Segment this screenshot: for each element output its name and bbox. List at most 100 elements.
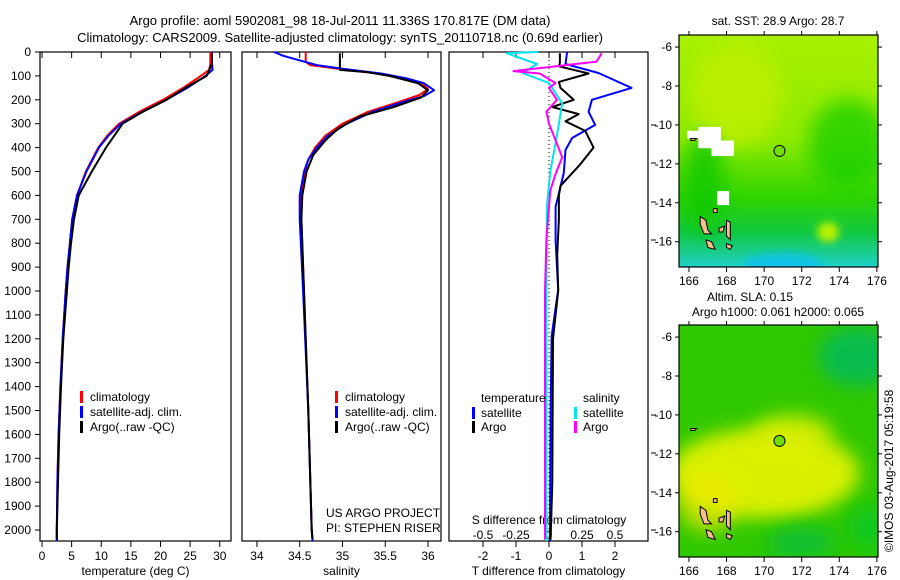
lon-tick-label: 168 (717, 274, 737, 288)
legend-label: Argo (583, 420, 609, 434)
y-tick-label: 900 (11, 260, 31, 274)
lat-tick-label: -14 (655, 196, 673, 210)
s-tick-label: -0.25 (502, 528, 530, 542)
cold-patch (742, 253, 823, 267)
y-tick-label: 200 (11, 93, 31, 107)
series-line-argo-raw-qc- (55, 53, 213, 540)
island (726, 219, 731, 242)
legend-label: satellite-adj. clim. (345, 405, 437, 419)
lat-tick-label: -12 (655, 157, 673, 171)
argo-float-marker (773, 144, 786, 157)
maps: 166 168 170 172 174 176 -6 -8 -10 -12 -14 -16 sat. S… (655, 14, 888, 578)
x-tick-label: 0 (546, 549, 553, 563)
series-line-satellite-adj-clim- (273, 51, 435, 542)
legend-label: climatology (345, 390, 405, 404)
y-tick-label: 1500 (4, 404, 31, 418)
lon-tick-label: 166 (679, 274, 699, 288)
low-sla-patch (766, 527, 837, 557)
lat-tick-label: -10 (655, 408, 673, 422)
x-tick-label: 34 (250, 549, 264, 563)
lon-tick-label: 176 (867, 564, 887, 578)
legend-swatch (574, 421, 577, 433)
lon-tick-label: 174 (829, 564, 849, 578)
x-tick-label: 36 (421, 549, 435, 563)
x-tick-label: 5 (68, 549, 75, 563)
x-tick-label: 10 (95, 549, 109, 563)
map-frame (678, 324, 879, 558)
legend-label: Argo(..raw -QC) (90, 420, 175, 434)
panel-temperature: 0 5 10 15 20 25 30 temperature (deg C) 0 100 200 30… (4, 45, 232, 578)
island (718, 225, 726, 233)
x-tick-label: 15 (124, 549, 138, 563)
series-line-salinity-argo (512, 52, 603, 540)
legend-swatch (80, 391, 83, 403)
x-tick-label: 30 (213, 549, 227, 563)
sla-map-title: Altim. SLA: 0.15 (707, 290, 793, 304)
warm-spot (817, 221, 840, 242)
y-tick-label: 300 (11, 117, 31, 131)
legend-label: climatology (90, 390, 150, 404)
project-annotation: US ARGO PROJECT (326, 506, 441, 520)
legend-swatch (335, 421, 338, 433)
island (690, 138, 698, 141)
legend-swatch (472, 421, 475, 433)
y-tick-label: 800 (11, 236, 31, 250)
x-tick-label: -2 (478, 549, 489, 563)
sst-map: 166 168 170 172 174 176 -6 -8 -10 -12 -14 -16 sat. S… (655, 14, 888, 288)
s-axis-label: S difference from climatology (472, 513, 627, 527)
lat-tick-label: -16 (655, 525, 673, 539)
island (718, 515, 726, 523)
legend-label: Argo(..raw -QC) (345, 420, 430, 434)
island (699, 505, 713, 525)
imos-credit: ©IMOS 03-Aug-2017 05:19:58 (882, 389, 896, 552)
lon-tick-label: 170 (754, 564, 774, 578)
lat-tick-label: -6 (661, 40, 672, 54)
series-line-temperature-satellite (549, 51, 633, 541)
island (699, 215, 713, 235)
panel-frame (241, 51, 442, 542)
s-tick-label: 0.5 (607, 528, 624, 542)
project-annotation: PI: STEPHEN RISER (326, 521, 441, 535)
lat-tick-label: -12 (655, 447, 673, 461)
legend-heading-salinity: salinity (583, 391, 620, 405)
lon-tick-label: 172 (792, 274, 812, 288)
x-tick-label: 25 (183, 549, 197, 563)
lon-tick-label: 166 (679, 564, 699, 578)
legend-label: satellite (583, 406, 624, 420)
island (690, 428, 698, 431)
legend-swatch (335, 406, 338, 418)
y-tick-label: 2000 (4, 523, 31, 537)
x-tick-label: 2 (612, 549, 619, 563)
y-tick-label: 0 (24, 45, 31, 59)
figure-title-line1: Argo profile: aoml 5902081_98 18-Jul-201… (130, 13, 551, 28)
s-tick-label: -0.5 (473, 528, 494, 542)
x-tick-label: 20 (154, 549, 168, 563)
legend-swatch (80, 421, 83, 433)
x-tick-label: 0 (39, 549, 46, 563)
x-tick-label: 34.5 (288, 549, 312, 563)
x-axis-label: salinity (323, 564, 360, 578)
argo-float-marker (773, 434, 786, 447)
island (726, 242, 733, 251)
y-tick-label: 1600 (4, 427, 31, 441)
lon-tick-label: 174 (829, 274, 849, 288)
y-tick-label: 1900 (4, 499, 31, 513)
island (705, 529, 717, 541)
x-axis-label: temperature (deg C) (81, 564, 189, 578)
y-tick-label: 1400 (4, 380, 31, 394)
lon-tick-label: 176 (867, 274, 887, 288)
lat-tick-label: -8 (661, 79, 672, 93)
legend-label: satellite-adj. clim. (90, 405, 182, 419)
sst-map-title: sat. SST: 28.9 Argo: 28.7 (712, 14, 845, 28)
y-tick-label: 1000 (4, 284, 31, 298)
figure-title-line2: Climatology: CARS2009. Satellite-adjuste… (77, 30, 603, 45)
island (726, 509, 731, 532)
y-tick-label: 100 (11, 69, 31, 83)
legend-swatch (80, 406, 83, 418)
lon-tick-label: 170 (754, 274, 774, 288)
y-tick-label: 400 (11, 141, 31, 155)
series-line-temperature-argo (549, 53, 595, 540)
sla-map: 166 168 170 172 174 176 -6 -8 -10 -12 -14 -16 Altim.… (655, 290, 888, 578)
